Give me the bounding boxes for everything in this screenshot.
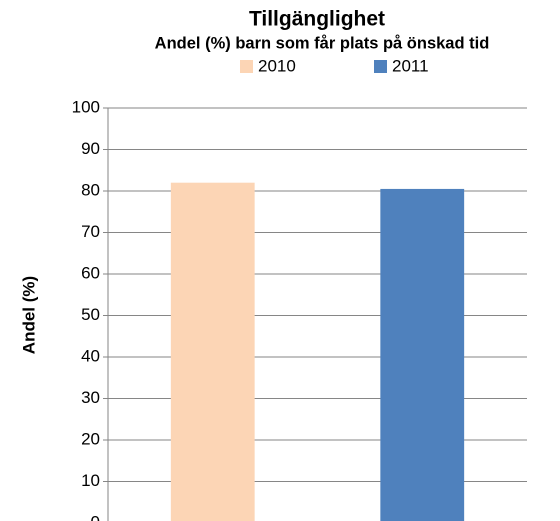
bar [170,182,255,521]
legend-swatch [374,60,387,73]
y-tick-label: 20 [81,429,100,448]
y-tick-label: 100 [72,97,100,116]
y-tick-label: 80 [81,180,100,199]
chart-title: Tillgänglighet [249,8,385,31]
bar [380,188,465,521]
y-tick-label: 60 [81,263,100,282]
y-tick-label: 10 [81,471,100,490]
legend-label: 2011 [392,56,429,75]
legend-label: 2010 [258,56,296,75]
chart-subtitle: Andel (%) barn som får plats på önskad t… [155,34,490,52]
y-tick-label: 70 [81,222,100,241]
y-axis-label: Andel (%) [19,276,38,354]
y-tick-label: 50 [81,305,100,324]
legend-swatch [240,60,253,73]
y-tick-label: 0 [91,512,100,521]
y-tick-label: 30 [81,388,100,407]
y-tick-label: 90 [81,139,100,158]
y-tick-label: 40 [81,346,100,365]
